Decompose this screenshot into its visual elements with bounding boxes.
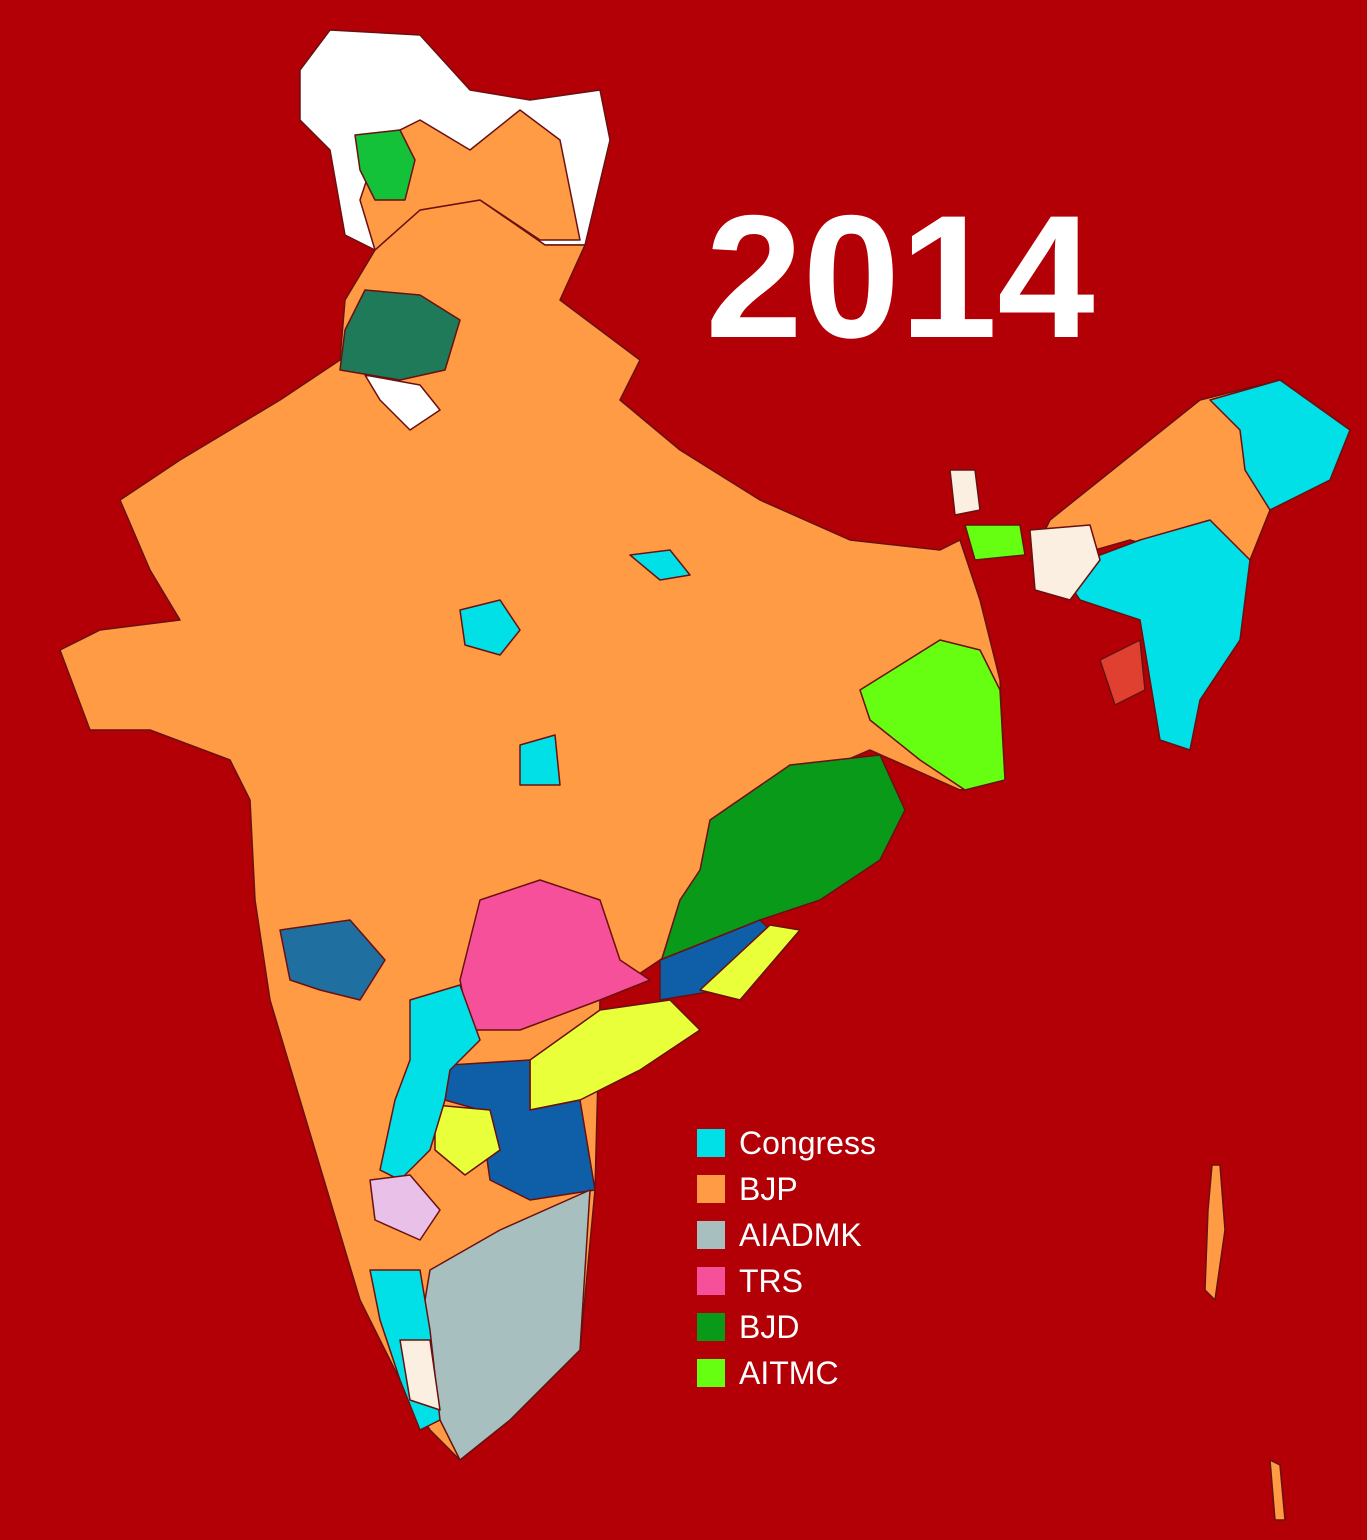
region <box>629 549 691 581</box>
legend-swatch <box>697 1221 725 1249</box>
legend-item: AIADMK <box>697 1212 876 1258</box>
region <box>399 1339 441 1411</box>
region <box>949 469 981 516</box>
region <box>459 599 521 656</box>
region <box>379 984 481 1181</box>
region <box>964 524 1026 561</box>
legend-item: AITMC <box>697 1350 876 1396</box>
region <box>859 639 1006 791</box>
legend: Congress BJP AIADMK TRS BJD AITMC <box>697 1120 876 1396</box>
map-title: 2014 <box>705 180 1095 375</box>
legend-item: BJD <box>697 1304 876 1350</box>
region <box>339 289 461 381</box>
legend-swatch <box>697 1313 725 1341</box>
legend-swatch <box>697 1129 725 1157</box>
region <box>354 129 416 201</box>
legend-label: AIADMK <box>739 1216 862 1253</box>
region <box>369 1174 441 1241</box>
legend-item: TRS <box>697 1258 876 1304</box>
legend-label: TRS <box>739 1262 803 1299</box>
legend-label: AITMC <box>739 1354 839 1391</box>
region <box>359 109 581 251</box>
region <box>1099 639 1146 706</box>
region <box>364 374 441 431</box>
legend-item: BJP <box>697 1166 876 1212</box>
legend-label: BJP <box>739 1170 798 1207</box>
region <box>444 1059 596 1201</box>
region <box>659 754 906 966</box>
legend-swatch <box>697 1359 725 1387</box>
region <box>1204 1164 1226 1301</box>
region <box>1269 1459 1286 1521</box>
region <box>1209 379 1351 511</box>
region <box>419 1189 591 1461</box>
legend-swatch <box>697 1267 725 1295</box>
region <box>434 1104 501 1176</box>
region <box>279 919 386 1001</box>
region <box>699 924 801 1001</box>
region <box>1029 524 1101 601</box>
region <box>519 734 561 786</box>
legend-label: Congress <box>739 1124 876 1161</box>
legend-label: BJD <box>739 1308 800 1345</box>
region <box>1059 519 1251 751</box>
legend-swatch <box>697 1175 725 1203</box>
legend-item: Congress <box>697 1120 876 1166</box>
